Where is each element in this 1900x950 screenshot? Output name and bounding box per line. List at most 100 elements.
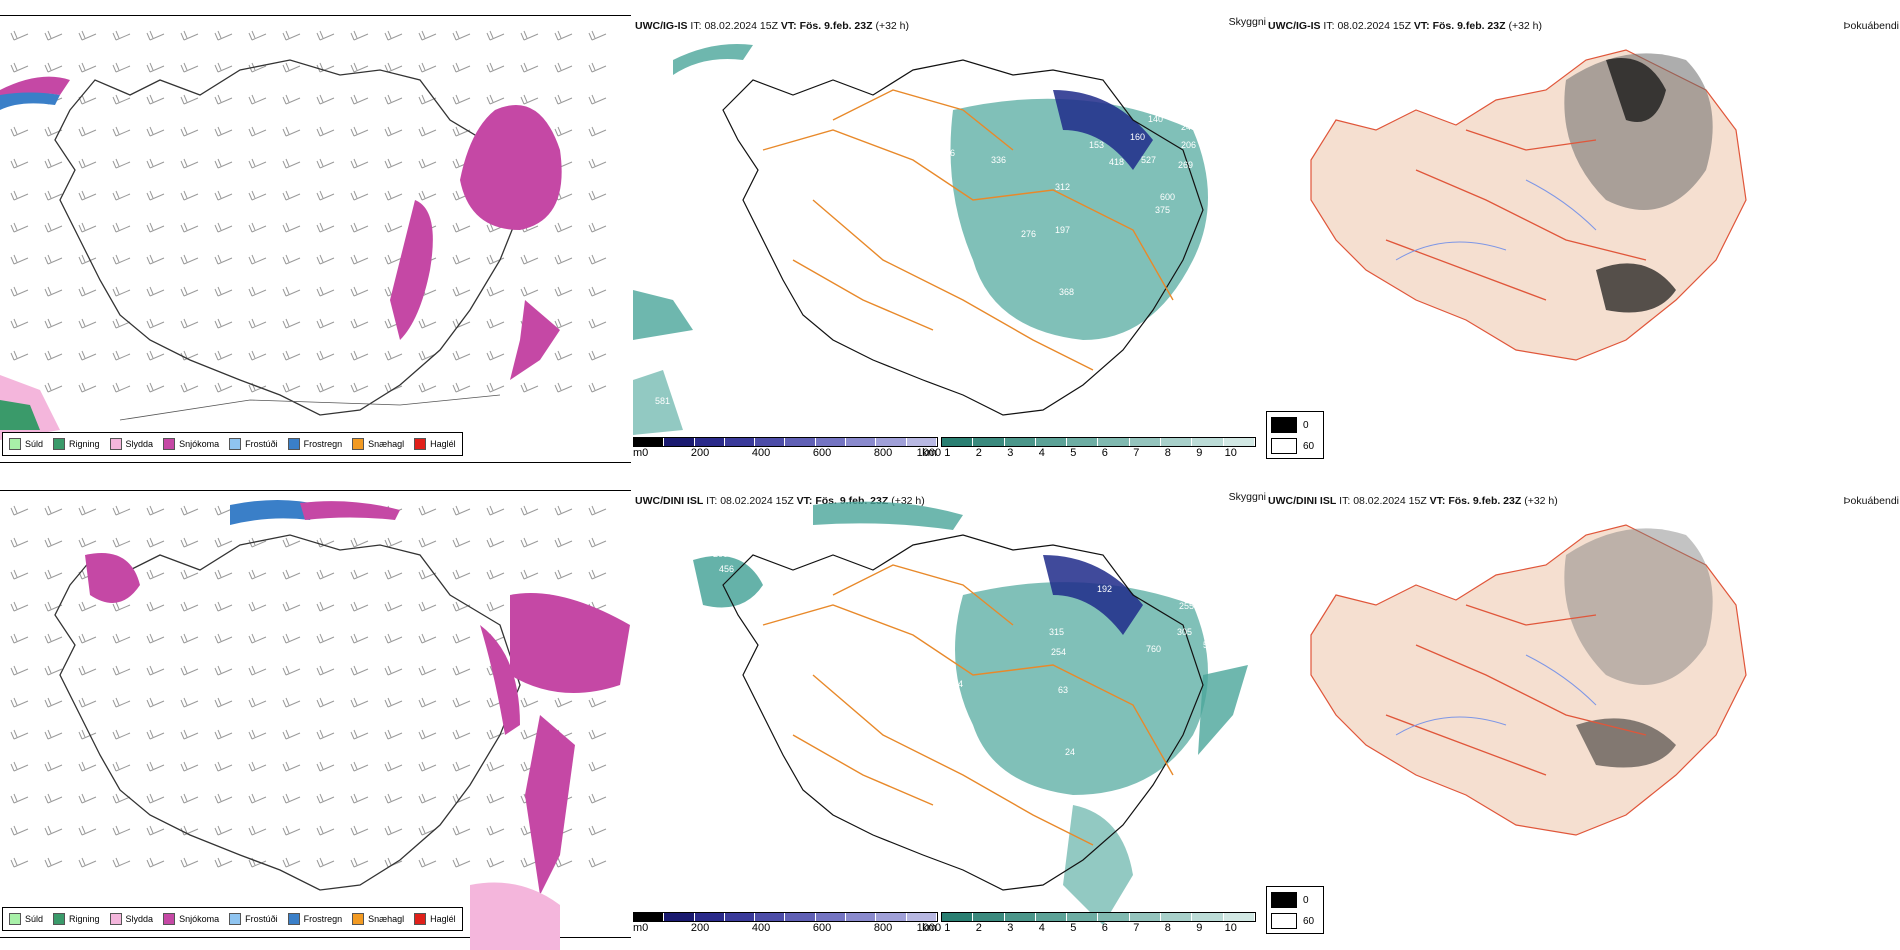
wind-barb	[554, 126, 573, 137]
wind-barb	[78, 30, 97, 41]
wind-barb	[520, 30, 539, 41]
ceiling-value: 600	[1160, 192, 1175, 202]
wind-barb	[180, 505, 199, 516]
ceiling-value: 368	[1059, 287, 1074, 297]
wind-barb	[44, 286, 63, 297]
wind-barb	[384, 158, 403, 169]
ceiling-visibility-map: 966 249 206 160 140 527 418 153 336 312 …	[633, 35, 1208, 435]
wind-barb	[282, 633, 301, 644]
wind-barb	[180, 601, 199, 612]
road-network	[762, 564, 1174, 846]
wind-barb	[282, 350, 301, 361]
wind-barb	[316, 761, 335, 772]
wind-barb	[316, 190, 335, 201]
wind-barb	[316, 94, 335, 105]
vt-value: Fös. 9.feb. 23Z	[1448, 495, 1522, 507]
wind-barb	[78, 382, 97, 393]
wind-barb	[554, 254, 573, 265]
wind-barb	[214, 158, 233, 169]
colorbar-strip	[633, 912, 938, 922]
ceiling-value: 63	[1058, 685, 1068, 695]
wind-barb	[10, 761, 29, 772]
wind-barb	[520, 569, 539, 580]
wind-barb	[146, 537, 165, 548]
wind-barb	[248, 633, 267, 644]
wind-barb	[384, 350, 403, 361]
wind-barb	[486, 857, 505, 868]
wind-barb	[316, 569, 335, 580]
wind-barb	[180, 761, 199, 772]
product-name: Skyggni	[1228, 491, 1266, 503]
wind-barb	[588, 857, 607, 868]
wind-barb	[554, 286, 573, 297]
ceiling-value: 418	[1109, 157, 1124, 167]
wind-barb	[112, 158, 131, 169]
wind-barb	[44, 633, 63, 644]
wind-barb	[10, 569, 29, 580]
legend-item: Rigning	[53, 438, 100, 450]
wind-barb	[418, 857, 437, 868]
wind-barb	[146, 318, 165, 329]
wind-barb	[316, 158, 335, 169]
wind-barb	[180, 286, 199, 297]
model-name: UWC/DINI ISL	[635, 495, 704, 507]
iceland-outline	[54, 534, 521, 891]
wind-barb	[554, 350, 573, 361]
wind-barb	[384, 633, 403, 644]
wind-barb	[214, 697, 233, 708]
wind-barb	[10, 505, 29, 516]
wind-barb	[554, 30, 573, 41]
wind-barb	[316, 30, 335, 41]
wind-barb	[180, 793, 199, 804]
wind-barb	[180, 537, 199, 548]
wind-barb	[44, 62, 63, 73]
colorbar-strip	[941, 437, 1256, 447]
ceiling-value: 760	[1146, 644, 1161, 654]
wind-barb	[78, 286, 97, 297]
lead-time: (+32 h)	[1508, 20, 1543, 32]
wind-barb	[384, 665, 403, 676]
wind-barb	[588, 254, 607, 265]
wind-barb	[180, 318, 199, 329]
ceiling-value: 276	[1021, 229, 1036, 239]
product-name: Þokuábendi	[1843, 20, 1899, 32]
wind-barb	[418, 697, 437, 708]
wind-barb	[554, 569, 573, 580]
wind-barb	[146, 761, 165, 772]
wind-barb	[452, 222, 471, 233]
wind-barb	[282, 793, 301, 804]
wind-barb	[214, 569, 233, 580]
wind-barb	[10, 126, 29, 137]
wind-barb	[44, 30, 63, 41]
wind-barb	[214, 350, 233, 361]
wind-barb	[214, 126, 233, 137]
wind-barb	[452, 697, 471, 708]
wind-barb	[146, 350, 165, 361]
wind-barb	[248, 793, 267, 804]
wind-barb	[112, 697, 131, 708]
wind-barb	[350, 350, 369, 361]
snow-area	[510, 300, 560, 380]
wind-barb	[350, 569, 369, 580]
ceiling-value: 753	[721, 532, 736, 542]
wind-barb	[486, 286, 505, 297]
wind-barb	[452, 350, 471, 361]
wind-barb	[554, 382, 573, 393]
legend-item: 60	[1271, 913, 1319, 929]
wind-barb	[214, 286, 233, 297]
fog-legend: 0 60	[1266, 886, 1324, 934]
ceiling-panel-row1: UWC/IG-IS IT: 08.02.2024 15Z VT: Fös. 9.…	[633, 0, 1266, 475]
wind-barb	[486, 761, 505, 772]
ceiling-value: 305	[1177, 627, 1192, 637]
wind-barb	[350, 94, 369, 105]
wind-barb	[452, 254, 471, 265]
wind-barb	[384, 254, 403, 265]
panel-title: UWC/IG-IS IT: 08.02.2024 15Z VT: Fös. 9.…	[635, 20, 909, 32]
wind-barb	[282, 761, 301, 772]
wind-barb	[418, 382, 437, 393]
wind-barb	[248, 569, 267, 580]
wind-barb	[520, 697, 539, 708]
precip-type-legend: Súld Rigning Slydda Snjókoma Frostúði Fr…	[2, 432, 463, 456]
wind-barb	[214, 537, 233, 548]
wind-barb	[44, 857, 63, 868]
